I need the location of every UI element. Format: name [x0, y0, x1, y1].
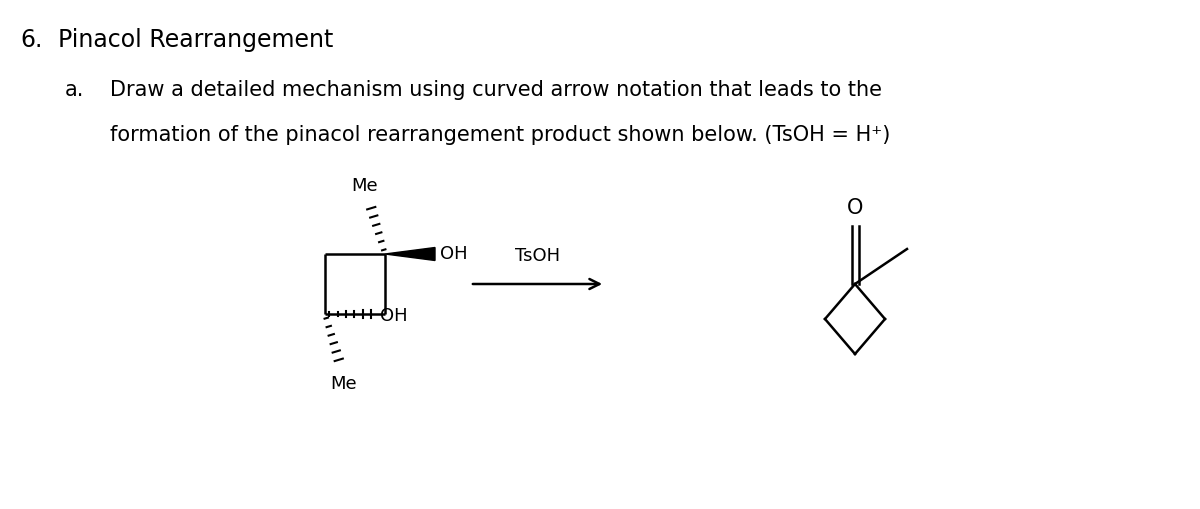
- Text: 6.: 6.: [20, 28, 42, 52]
- Text: OH: OH: [440, 244, 468, 263]
- Text: Me: Me: [352, 177, 378, 194]
- Text: a.: a.: [65, 80, 84, 100]
- Text: OH: OH: [380, 306, 408, 324]
- Polygon shape: [385, 248, 434, 261]
- Text: Me: Me: [331, 374, 358, 392]
- Text: formation of the pinacol rearrangement product shown below. (TsOH = H⁺): formation of the pinacol rearrangement p…: [110, 125, 890, 145]
- Text: Draw a detailed mechanism using curved arrow notation that leads to the: Draw a detailed mechanism using curved a…: [110, 80, 882, 100]
- Text: O: O: [847, 197, 863, 217]
- Text: TsOH: TsOH: [515, 246, 560, 265]
- Text: Pinacol Rearrangement: Pinacol Rearrangement: [58, 28, 334, 52]
